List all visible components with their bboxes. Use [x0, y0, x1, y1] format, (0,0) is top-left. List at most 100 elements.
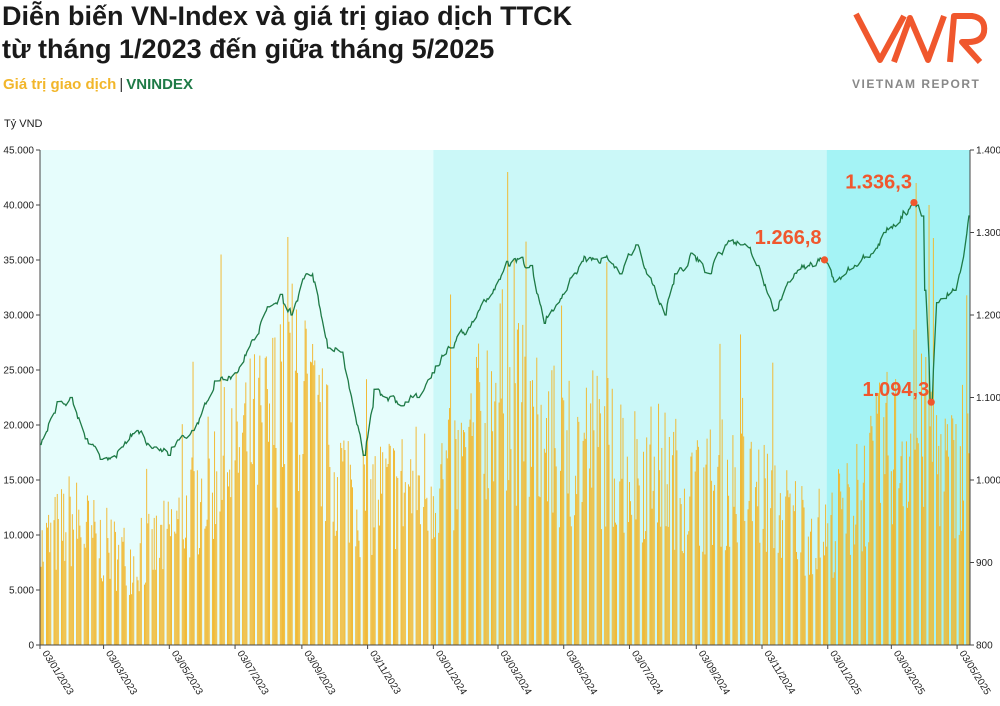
volume-bar	[803, 507, 805, 645]
volume-bar	[400, 470, 402, 645]
volume-bar	[216, 471, 218, 645]
volume-bar	[887, 455, 889, 645]
volume-bar	[581, 502, 583, 645]
volume-bar	[709, 429, 711, 645]
volume-bar	[415, 426, 417, 645]
volume-bar	[779, 493, 781, 645]
x-tick-label: 03/03/2025	[891, 649, 927, 698]
volume-bar	[728, 495, 730, 645]
volume-bar	[538, 496, 540, 645]
volume-bar	[548, 391, 550, 645]
volume-bar	[450, 294, 452, 645]
volume-bar	[335, 530, 337, 645]
volume-bar	[259, 355, 261, 645]
volume-bar	[627, 522, 629, 645]
x-tick-label: 03/01/2023	[39, 649, 75, 698]
volume-bar	[171, 509, 172, 645]
volume-bar	[77, 538, 79, 645]
volume-bar	[804, 575, 806, 645]
volume-bar	[901, 441, 903, 645]
volume-bar	[955, 424, 957, 645]
volume-bar	[192, 361, 194, 645]
volume-bar	[139, 543, 141, 645]
volume-bar	[275, 447, 277, 645]
volume-bar	[85, 521, 87, 645]
volume-bar	[260, 405, 262, 645]
volume-bar	[288, 321, 290, 645]
volume-bar	[885, 402, 887, 645]
volume-bar	[792, 505, 794, 645]
volume-bar	[71, 514, 73, 645]
volume-bar	[830, 514, 832, 645]
volume-bar	[649, 444, 651, 645]
volume-bar	[856, 443, 858, 645]
volume-bar	[623, 532, 625, 645]
volume-bar	[389, 445, 391, 645]
volume-bar	[688, 531, 690, 645]
volume-bar	[485, 499, 487, 645]
volume-bar	[879, 382, 880, 645]
volume-bar	[182, 539, 184, 645]
volume-bar	[332, 521, 334, 645]
annotation-marker	[927, 398, 935, 406]
volume-bar	[314, 360, 316, 645]
volume-bar	[605, 526, 607, 645]
volume-bar	[273, 444, 275, 645]
volume-bar	[597, 447, 599, 645]
volume-bar	[673, 431, 675, 645]
volume-bar	[181, 424, 183, 645]
volume-bar	[363, 464, 365, 645]
volume-bar	[560, 470, 561, 645]
volume-bar	[921, 353, 922, 645]
volume-bar	[720, 546, 722, 645]
volume-bar	[824, 555, 825, 645]
volume-bar	[661, 447, 663, 645]
volume-bar	[886, 371, 888, 645]
y-right-tick-label: 1.300	[976, 228, 1000, 239]
volume-bar	[524, 356, 526, 645]
volume-bar	[899, 483, 901, 645]
volume-bar	[584, 438, 586, 645]
volume-bar	[825, 504, 827, 645]
volume-bar	[818, 488, 820, 645]
volume-bar	[72, 529, 74, 645]
volume-bar	[659, 470, 661, 645]
volume-bar	[167, 501, 169, 645]
volume-bar	[646, 437, 648, 645]
volume-bar	[56, 493, 58, 645]
volume-bar	[279, 324, 281, 645]
volume-bar	[558, 527, 560, 645]
volume-bar	[272, 337, 274, 645]
volume-bar	[863, 445, 865, 645]
volume-bar	[144, 584, 145, 645]
volume-bar	[749, 448, 751, 645]
y-axis-label: Tỷ VND	[4, 118, 43, 130]
volume-bar	[108, 552, 110, 645]
volume-bar	[228, 486, 230, 645]
volume-bar	[660, 526, 662, 645]
logo-text: VIETNAM REPORT	[852, 77, 980, 91]
volume-bar	[689, 496, 691, 645]
volume-bar	[697, 446, 699, 645]
volume-bar	[185, 537, 186, 645]
volume-bar	[744, 520, 746, 645]
y-left-tick-label: 20.000	[3, 421, 34, 432]
volume-bar	[40, 566, 42, 645]
volume-bar	[913, 329, 915, 645]
volume-bar	[765, 551, 767, 645]
volume-bar	[197, 554, 199, 645]
volume-bar	[786, 470, 788, 645]
volume-bar	[431, 538, 433, 645]
volume-bar	[253, 354, 255, 645]
y-left-tick-label: 15.000	[3, 476, 34, 487]
volume-bar	[833, 572, 835, 645]
volume-bar	[570, 526, 572, 645]
volume-bar	[778, 515, 780, 645]
annotation-label: 1.336,3	[845, 172, 912, 194]
volume-bar	[718, 455, 720, 645]
volume-bar	[932, 238, 934, 645]
volume-bar	[883, 417, 885, 645]
legend: Giá trị giao dịch | VNINDEX	[3, 76, 193, 93]
volume-bar	[493, 481, 495, 645]
volume-bar	[367, 436, 369, 645]
